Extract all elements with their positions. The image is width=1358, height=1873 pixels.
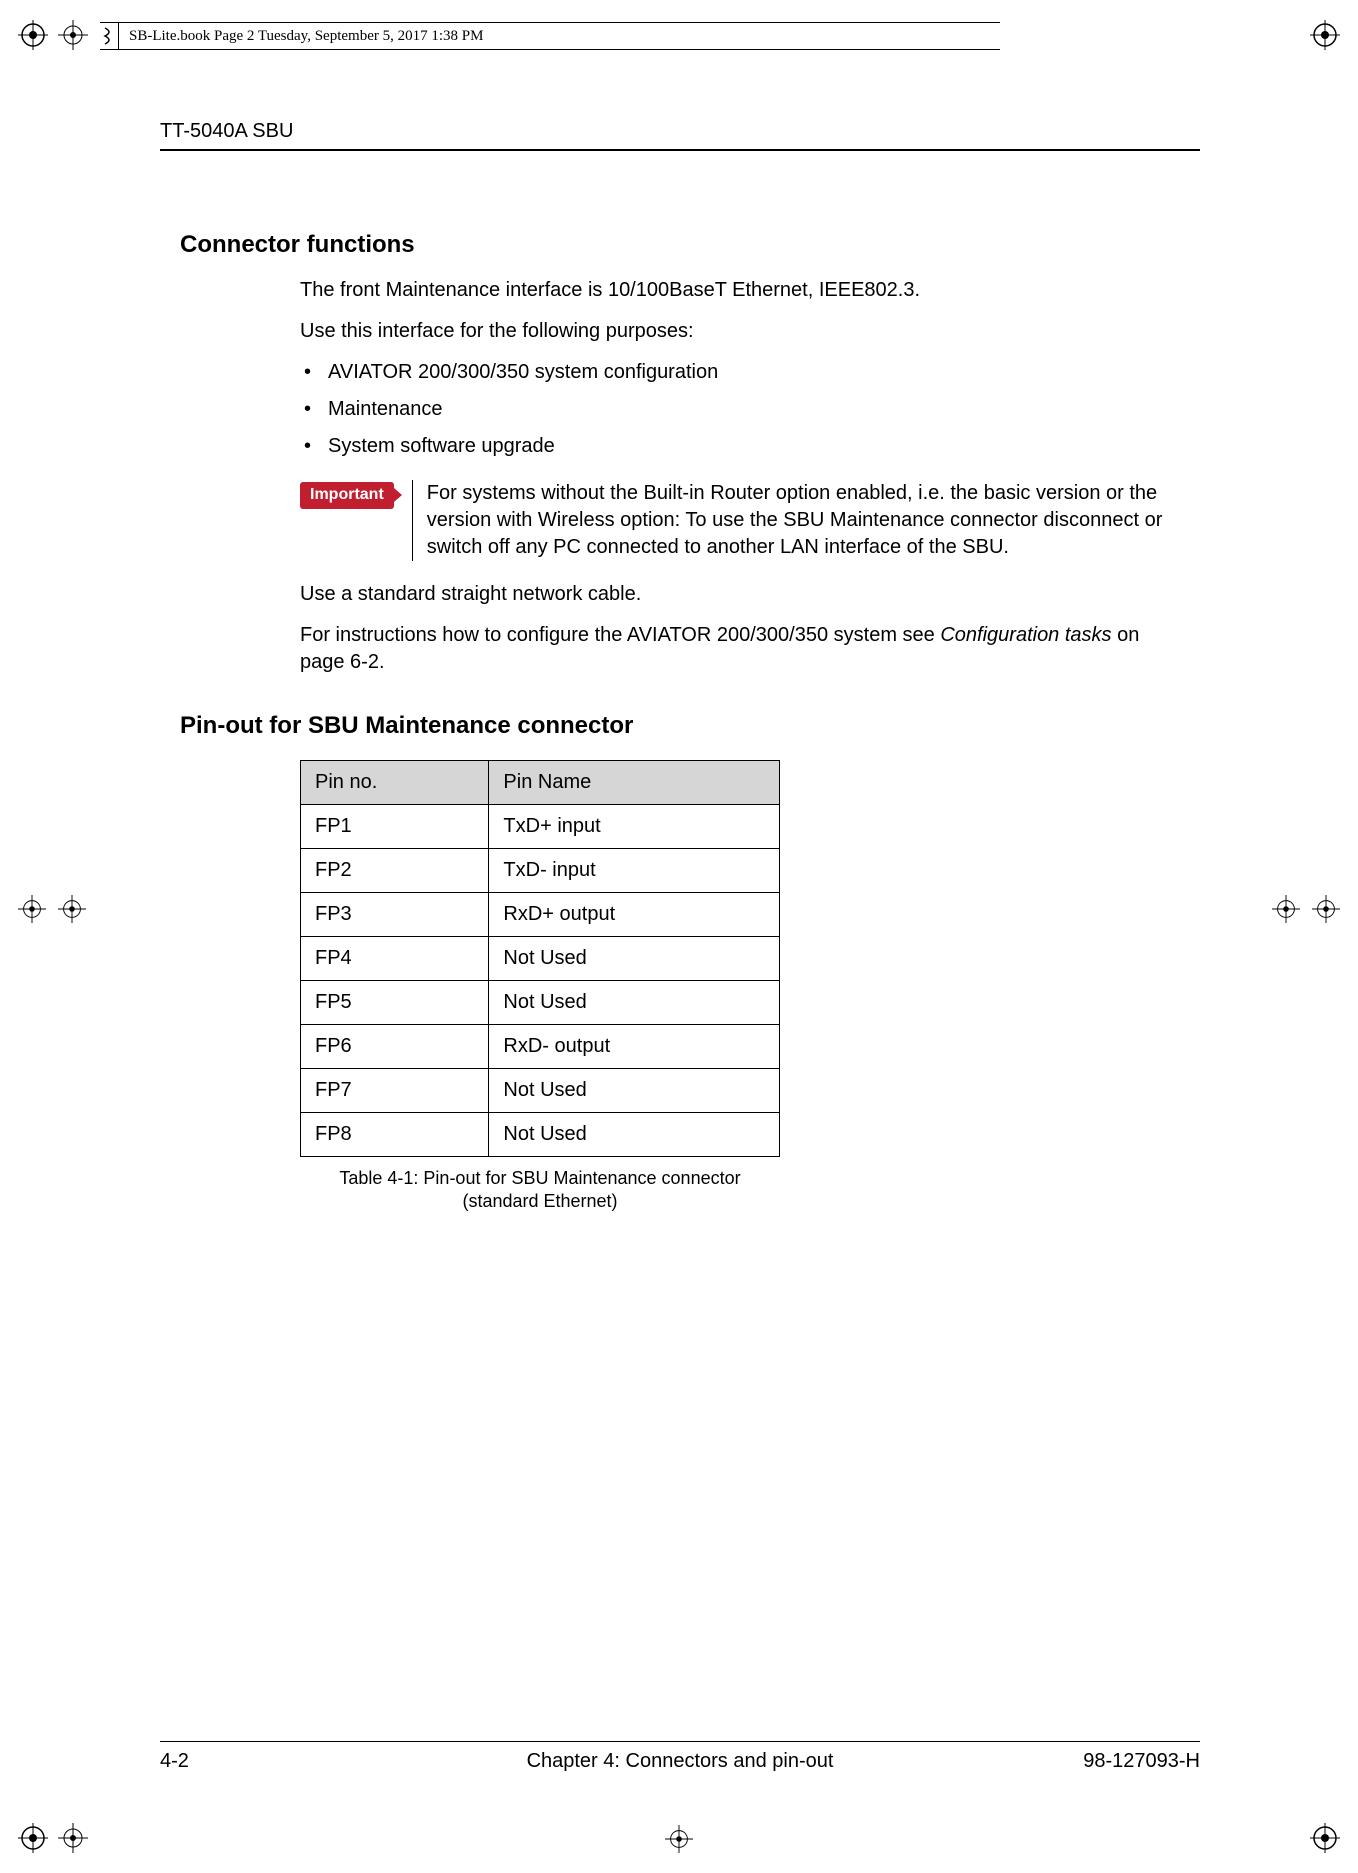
cell-pin: FP2 (301, 849, 489, 893)
cell-name: Not Used (489, 981, 780, 1025)
footer-page-number: 4-2 (160, 1750, 189, 1773)
header-strip-text: SB-Lite.book Page 2 Tuesday, September 5… (129, 28, 483, 45)
table-header-row: Pin no. Pin Name (301, 761, 780, 805)
cell-name: TxD+ input (489, 805, 780, 849)
cell-name: RxD- output (489, 1025, 780, 1069)
crop-mark-icon (1310, 1823, 1340, 1853)
footer-chapter-title: Chapter 4: Connectors and pin-out (160, 1750, 1200, 1773)
paragraph: For instructions how to configure the AV… (300, 622, 1180, 676)
table-row: FP2TxD- input (301, 849, 780, 893)
bullet-list: AVIATOR 200/300/350 system configuration… (300, 359, 1180, 460)
paragraph: Use a standard straight network cable. (300, 581, 1180, 608)
callout-text: For systems without the Built-in Router … (427, 480, 1180, 561)
list-item: System software upgrade (300, 433, 1180, 460)
crop-mark-icon (1310, 20, 1340, 50)
caption-line: Table 4-1: Pin-out for SBU Maintenance c… (339, 1168, 740, 1188)
page-footer: 4-2 Chapter 4: Connectors and pin-out 98… (160, 1741, 1200, 1773)
cell-name: RxD+ output (489, 893, 780, 937)
crop-mark-icon (18, 1823, 48, 1853)
callout-divider (412, 480, 413, 561)
paragraph: Use this interface for the following pur… (300, 318, 1180, 345)
table-header-pin-no: Pin no. (301, 761, 489, 805)
section-heading-connector-functions: Connector functions (180, 231, 1200, 259)
table-row: FP8Not Used (301, 1113, 780, 1157)
book-handle-icon (100, 23, 119, 49)
table-row: FP6RxD- output (301, 1025, 780, 1069)
cell-pin: FP1 (301, 805, 489, 849)
cell-pin: FP8 (301, 1113, 489, 1157)
cell-name: Not Used (489, 937, 780, 981)
cell-pin: FP7 (301, 1069, 489, 1113)
crop-mark-icon (18, 895, 46, 923)
table-row: FP4Not Used (301, 937, 780, 981)
cell-pin: FP5 (301, 981, 489, 1025)
cell-pin: FP6 (301, 1025, 489, 1069)
list-item: Maintenance (300, 396, 1180, 423)
crop-mark-icon (665, 1825, 693, 1853)
cell-pin: FP3 (301, 893, 489, 937)
table-row: FP3RxD+ output (301, 893, 780, 937)
list-item: AVIATOR 200/300/350 system configuration (300, 359, 1180, 386)
pinout-table: Pin no. Pin Name FP1TxD+ input FP2TxD- i… (300, 760, 780, 1157)
crop-mark-icon (58, 895, 86, 923)
body-block: The front Maintenance interface is 10/10… (300, 277, 1180, 676)
crop-mark-icon (18, 20, 48, 50)
table-row: FP5Not Used (301, 981, 780, 1025)
cell-name: TxD- input (489, 849, 780, 893)
important-callout: Important For systems without the Built-… (300, 480, 1180, 561)
section-heading-pinout: Pin-out for SBU Maintenance connector (180, 712, 1200, 740)
caption-line: (standard Ethernet) (462, 1191, 617, 1211)
running-head: TT-5040A SBU (160, 120, 1200, 151)
crop-mark-icon (58, 1823, 88, 1853)
table-caption: Table 4-1: Pin-out for SBU Maintenance c… (300, 1167, 780, 1214)
cross-reference: Configuration tasks (940, 624, 1111, 646)
page: SB-Lite.book Page 2 Tuesday, September 5… (0, 0, 1358, 1873)
table-row: FP7Not Used (301, 1069, 780, 1113)
paragraph: The front Maintenance interface is 10/10… (300, 277, 1180, 304)
content-area: TT-5040A SBU Connector functions The fro… (160, 120, 1200, 1214)
crop-mark-icon (1272, 895, 1300, 923)
cell-name: Not Used (489, 1113, 780, 1157)
crop-mark-icon (58, 20, 88, 50)
important-label: Important (300, 482, 394, 509)
framemaker-header: SB-Lite.book Page 2 Tuesday, September 5… (100, 22, 1000, 50)
cell-name: Not Used (489, 1069, 780, 1113)
footer-doc-number: 98-127093-H (1083, 1750, 1200, 1773)
table-row: FP1TxD+ input (301, 805, 780, 849)
cell-pin: FP4 (301, 937, 489, 981)
text-run: For instructions how to configure the AV… (300, 624, 940, 646)
table-header-pin-name: Pin Name (489, 761, 780, 805)
crop-mark-icon (1312, 895, 1340, 923)
